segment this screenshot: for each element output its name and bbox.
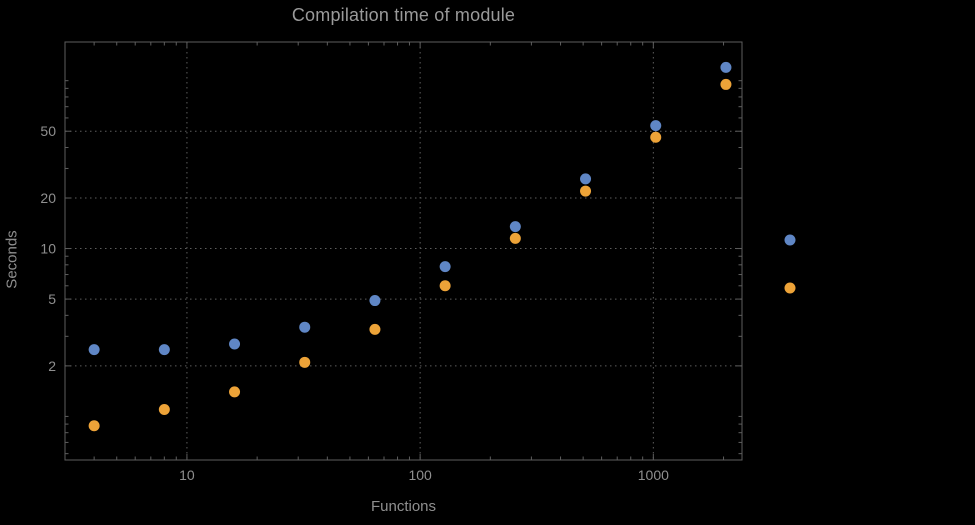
x-axis-label: Functions — [370, 498, 437, 515]
data-point-orange-series — [369, 323, 381, 335]
data-point-blue-series — [509, 221, 521, 233]
data-point-orange-series — [158, 403, 170, 415]
y-tick-label: 2 — [48, 358, 56, 374]
y-tick-label: 5 — [48, 291, 56, 307]
data-point-orange-series — [720, 78, 732, 90]
data-point-blue-series — [299, 321, 311, 333]
data-point-blue-series — [369, 295, 381, 307]
legend-marker-orange-series — [784, 282, 796, 294]
x-tick-label: 10 — [179, 467, 195, 483]
data-point-orange-series — [580, 185, 592, 197]
data-point-orange-series — [229, 386, 241, 398]
plot-frame — [64, 41, 743, 461]
data-point-orange-series — [650, 131, 662, 143]
data-point-blue-series — [88, 344, 100, 356]
data-point-blue-series — [158, 344, 170, 356]
data-point-blue-series — [229, 338, 241, 350]
data-point-orange-series — [439, 280, 451, 292]
legend-marker-blue-series — [784, 234, 796, 246]
x-tick-label: 1000 — [638, 467, 669, 483]
y-tick-label: 10 — [40, 241, 56, 257]
data-point-blue-series — [720, 61, 732, 73]
x-tick-label: 100 — [408, 467, 432, 483]
data-point-blue-series — [650, 120, 662, 132]
y-tick-label: 20 — [40, 190, 56, 206]
data-point-blue-series — [580, 173, 592, 185]
y-axis-label: Seconds — [3, 230, 21, 289]
chart-title: Compilation time of module — [291, 5, 516, 25]
data-point-blue-series — [439, 261, 451, 273]
data-point-orange-series — [88, 420, 100, 432]
data-point-orange-series — [509, 232, 521, 244]
y-tick-label: 50 — [40, 123, 56, 139]
data-point-orange-series — [299, 356, 311, 368]
